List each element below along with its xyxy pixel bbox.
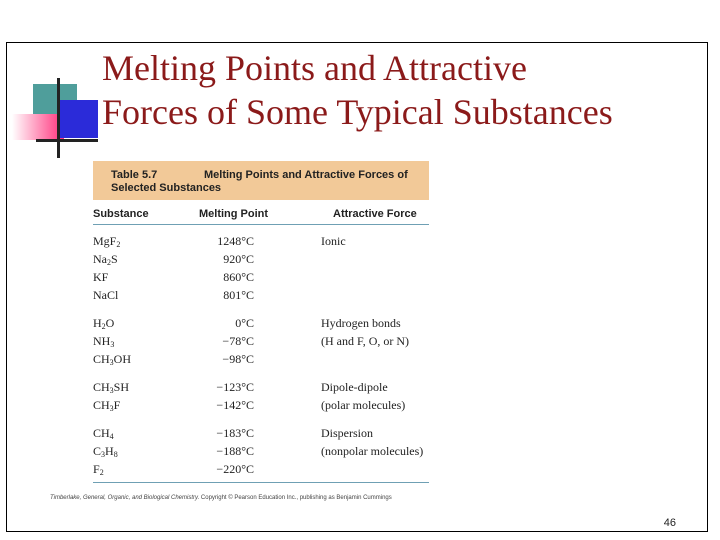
attractive-force-value: Dipole-dipole [321,380,388,394]
table-caption-line2: Selected Substances [111,182,222,194]
substance-formula: NaCl [93,288,119,302]
table-number: Table 5.7 [111,169,158,181]
column-header-melting-point: Melting Point [199,208,269,220]
melting-point-value: −183°C [216,426,254,440]
melting-point-value: 801°C [223,288,254,302]
column-header-substance: Substance [93,208,149,220]
substance-formula: CH3OH [93,352,132,367]
attractive-force-value: Dispersion [321,426,373,440]
substance-formula: H2O [93,316,115,331]
column-header-attractive-force: Attractive Force [333,208,417,220]
substance-formula: Na2S [93,252,118,267]
substance-formula: KF [93,270,109,284]
attractive-force-value: (polar molecules) [321,398,406,412]
page-number: 46 [663,517,676,529]
slide-frame [6,42,708,532]
attractive-force-value: Hydrogen bonds [321,316,401,330]
bottom-rule [93,482,429,483]
decor-pink-gradient-bar [12,114,64,140]
copyright-text: Copyright © Pearson Education Inc., publ… [200,495,392,501]
table-caption: Table 5.7 Melting Points and Attractive … [93,161,429,200]
melting-point-value: 860°C [223,270,254,284]
melting-point-value: −188°C [216,444,254,458]
substance-formula: CH3F [93,398,121,413]
attractive-force-value: Ionic [321,234,346,248]
slide-title-line1: Melting Points and Attractive [102,48,527,88]
substance-formula: CH3SH [93,380,130,395]
decor-blue-square [60,100,98,138]
melting-point-value: −78°C [222,334,254,348]
substance-formula: F2 [93,462,104,477]
melting-point-value: 1248°C [217,234,254,248]
decor-vertical-line [57,78,60,158]
source-credit: Timberlake, General, Organic, and Biolog… [50,495,392,501]
source-title: Timberlake, General, Organic, and Biolog… [50,495,200,501]
melting-point-value: −98°C [222,352,254,366]
melting-point-value: −220°C [216,462,254,476]
attractive-force-value: (nonpolar molecules) [321,444,424,458]
melting-point-value: −142°C [216,398,254,412]
slide-title: Melting Points and Attractive Forces of … [102,46,613,134]
decor-horizontal-line [36,139,98,142]
header-rule [93,224,429,225]
melting-point-value: −123°C [216,380,254,394]
melting-point-value: 920°C [223,252,254,266]
slide-title-line2: Forces of Some Typical Substances [102,92,613,132]
substance-formula: NH3 [93,334,115,349]
substance-formula: MgF2 [93,234,121,249]
substance-formula: CH4 [93,426,114,441]
attractive-force-value: (H and F, O, or N) [321,334,410,348]
melting-point-value: 0°C [235,316,254,330]
substance-formula: C3H8 [93,444,118,459]
table-caption-text: Melting Points and Attractive Forces of [204,169,408,181]
